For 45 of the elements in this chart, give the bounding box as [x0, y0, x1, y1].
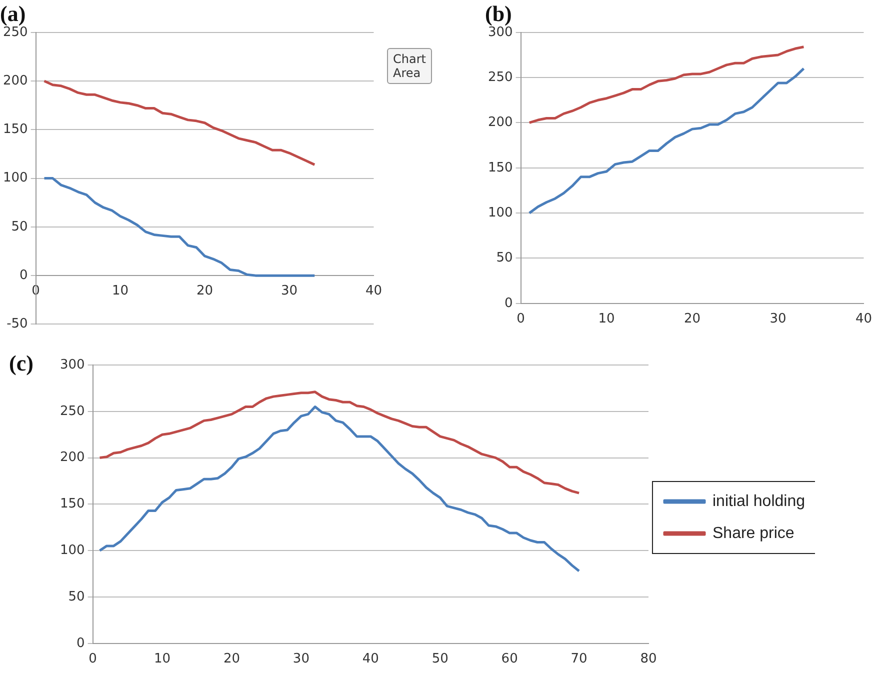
y-tick-label: 150	[2, 122, 28, 138]
x-tick-label: 20	[196, 284, 214, 299]
x-tick-label: 20	[223, 652, 240, 667]
y-tick-label: 250	[2, 24, 28, 40]
y-tick-label: -50	[6, 316, 28, 332]
x-tick-label: 30	[280, 284, 298, 299]
x-tick-label: 30	[770, 312, 786, 327]
legend-label: Share price	[712, 524, 794, 542]
x-tick-label: 0	[516, 312, 525, 327]
y-tick-label: 250	[60, 404, 85, 419]
y-tick-label: 50	[68, 589, 85, 604]
y-tick-label: 250	[488, 70, 513, 85]
x-tick-label: 0	[88, 652, 97, 667]
x-tick-label: 70	[570, 652, 588, 667]
x-tick-label: 10	[598, 312, 615, 327]
x-tick-label: 30	[292, 652, 310, 667]
x-tick-label: 50	[432, 652, 448, 667]
y-tick-label: 100	[488, 205, 513, 220]
chart-title: (a)	[0, 0, 26, 26]
y-tick-label: 100	[60, 542, 85, 558]
chart-title: (b)	[485, 0, 512, 26]
y-tick-label: 150	[488, 160, 513, 176]
x-tick-label: 40	[362, 652, 379, 667]
y-tick-label: 0	[20, 268, 28, 283]
x-tick-label: 60	[501, 652, 518, 667]
x-tick-label: 40	[855, 312, 872, 327]
x-tick-label: 80	[640, 652, 657, 667]
y-tick-label: 100	[2, 170, 28, 186]
y-tick-label: 0	[504, 296, 513, 311]
y-tick-label: 200	[60, 450, 85, 466]
x-tick-label: 20	[684, 312, 701, 327]
y-tick-label: 300	[60, 357, 85, 372]
y-tick-label: 50	[11, 219, 28, 234]
x-tick-label: 40	[365, 284, 382, 299]
legend-label: initial holding	[712, 492, 806, 510]
y-tick-label: 300	[488, 24, 513, 40]
y-tick-label: 0	[76, 636, 85, 651]
x-tick-label: 10	[154, 652, 171, 667]
y-tick-label: 50	[496, 250, 513, 266]
chart-title: (c)	[9, 350, 34, 376]
y-tick-label: 150	[60, 496, 85, 512]
x-tick-label: 10	[112, 284, 129, 299]
text: Chart Area	[387, 48, 432, 84]
y-tick-label: 200	[488, 115, 513, 130]
y-tick-label: 200	[2, 73, 28, 88]
